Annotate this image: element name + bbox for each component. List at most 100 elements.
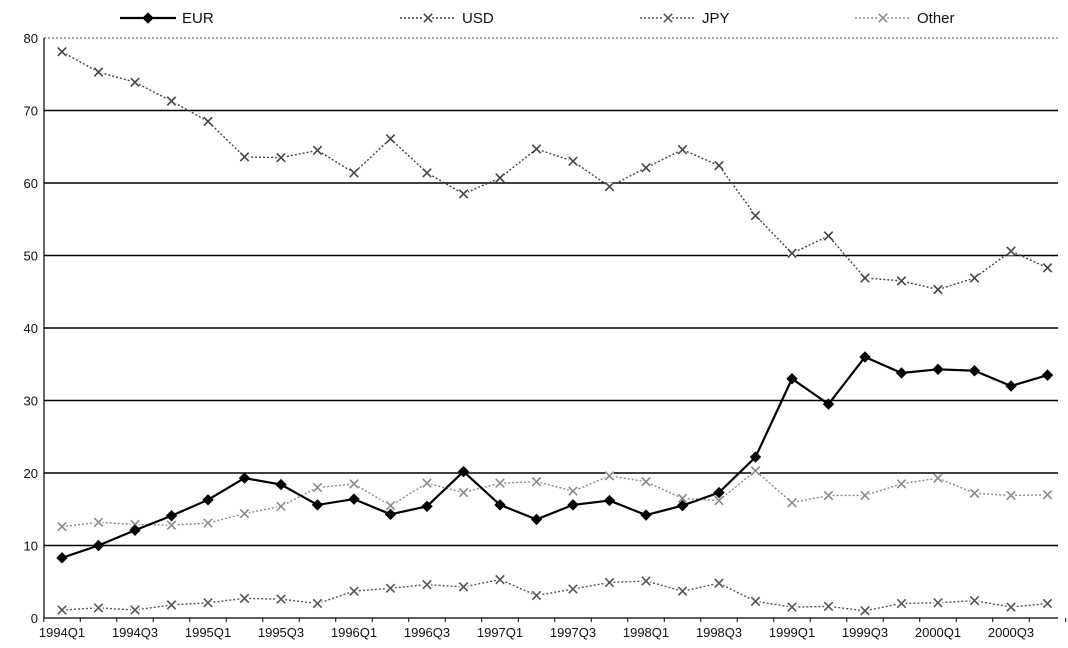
y-tick-label: 50 xyxy=(24,249,38,264)
data-point-usd xyxy=(349,168,359,178)
data-point-jpy xyxy=(1042,598,1053,609)
data-point-jpy xyxy=(495,574,505,585)
data-point-jpy xyxy=(933,598,943,608)
data-point-eur xyxy=(311,499,324,511)
marker-stroke xyxy=(787,248,797,259)
data-point-usd xyxy=(787,248,797,259)
data-point-eur xyxy=(165,510,178,522)
data-point-usd xyxy=(93,67,104,77)
legend-item-eur: EUR xyxy=(120,10,214,27)
marker-stroke xyxy=(878,13,888,23)
marker-stroke xyxy=(166,600,177,610)
data-point-other xyxy=(1042,489,1053,500)
marker-stroke xyxy=(495,574,505,585)
data-point-jpy xyxy=(458,582,469,592)
marker-stroke xyxy=(714,495,724,506)
data-point-usd xyxy=(57,47,67,57)
data-point-other xyxy=(714,495,724,506)
data-point-usd xyxy=(1042,263,1053,273)
data-point-jpy xyxy=(93,603,104,613)
marker-stroke xyxy=(166,96,177,106)
marker-stroke xyxy=(860,490,870,501)
data-point-jpy xyxy=(531,590,542,601)
series-eur xyxy=(56,351,1054,564)
data-point-usd xyxy=(896,276,907,286)
marker-stroke xyxy=(677,586,688,596)
marker-stroke xyxy=(312,598,323,609)
data-point-usd xyxy=(568,156,578,167)
series-group xyxy=(56,47,1054,616)
marker-stroke xyxy=(933,473,943,483)
marker-stroke xyxy=(385,500,396,511)
data-point-eur xyxy=(968,365,981,377)
data-point-eur xyxy=(457,465,470,478)
x-tick-label: 1998Q1 xyxy=(623,625,669,640)
data-point-jpy xyxy=(130,605,140,615)
marker-stroke xyxy=(57,47,67,57)
series-line-jpy xyxy=(61,578,1048,612)
marker-stroke xyxy=(239,593,250,604)
marker-stroke xyxy=(385,134,396,144)
marker-stroke xyxy=(604,577,615,588)
data-point-other xyxy=(896,479,907,489)
marker-stroke xyxy=(203,598,213,608)
y-tick-label: 30 xyxy=(24,394,38,409)
data-point-usd xyxy=(860,273,870,283)
data-point-usd xyxy=(239,152,250,162)
data-point-eur xyxy=(129,524,141,536)
x-tick-label: 1996Q3 xyxy=(404,625,450,640)
legend-label-jpy: JPY xyxy=(702,10,730,27)
data-point-eur xyxy=(92,539,105,552)
marker-stroke xyxy=(130,605,140,615)
axes xyxy=(43,38,1067,622)
data-point-jpy xyxy=(787,602,797,612)
data-point-usd xyxy=(422,168,432,178)
legend-item-usd: USD xyxy=(400,10,494,27)
data-point-jpy xyxy=(860,605,870,616)
data-point-usd xyxy=(495,173,505,183)
data-point-usd xyxy=(458,189,469,199)
marker-stroke xyxy=(896,598,907,609)
marker-stroke xyxy=(750,210,761,221)
gridlines xyxy=(44,37,1058,547)
data-point-other xyxy=(568,486,578,496)
data-point-other xyxy=(349,479,359,489)
marker-stroke xyxy=(1042,263,1053,273)
data-point-jpy xyxy=(823,601,834,612)
series-line-other xyxy=(61,469,1048,528)
marker-stroke xyxy=(349,479,359,489)
marker-stroke xyxy=(641,163,651,173)
y-tick-label: 70 xyxy=(24,104,38,119)
marker-stroke xyxy=(1006,602,1016,612)
x-tick-label: 1999Q3 xyxy=(842,625,888,640)
data-point-jpy xyxy=(422,579,432,590)
data-point-other xyxy=(239,508,250,519)
marker-stroke xyxy=(604,181,615,192)
data-point-other xyxy=(458,487,469,498)
marker-stroke xyxy=(203,518,213,528)
data-point-jpy xyxy=(677,586,688,596)
data-point-jpy xyxy=(385,583,396,594)
data-point-eur xyxy=(603,494,616,507)
marker-stroke xyxy=(349,586,359,596)
data-point-other xyxy=(787,497,797,508)
data-point-other xyxy=(604,471,615,481)
x-tick-label: 1994Q3 xyxy=(112,625,158,640)
marker-stroke xyxy=(969,273,980,283)
marker-stroke xyxy=(166,520,177,530)
data-point-jpy xyxy=(239,593,250,604)
marker-stroke xyxy=(93,603,104,613)
x-tick-label: 1995Q1 xyxy=(185,625,231,640)
data-point-usd xyxy=(823,231,834,241)
series-usd xyxy=(57,47,1053,295)
data-point-eur xyxy=(530,513,543,526)
marker-stroke xyxy=(458,487,469,498)
marker-stroke xyxy=(750,466,761,476)
marker-stroke xyxy=(422,168,432,178)
series-line-eur xyxy=(61,355,1048,559)
data-point-usd xyxy=(312,145,323,156)
data-point-jpy xyxy=(203,598,213,608)
marker-stroke xyxy=(969,488,980,499)
